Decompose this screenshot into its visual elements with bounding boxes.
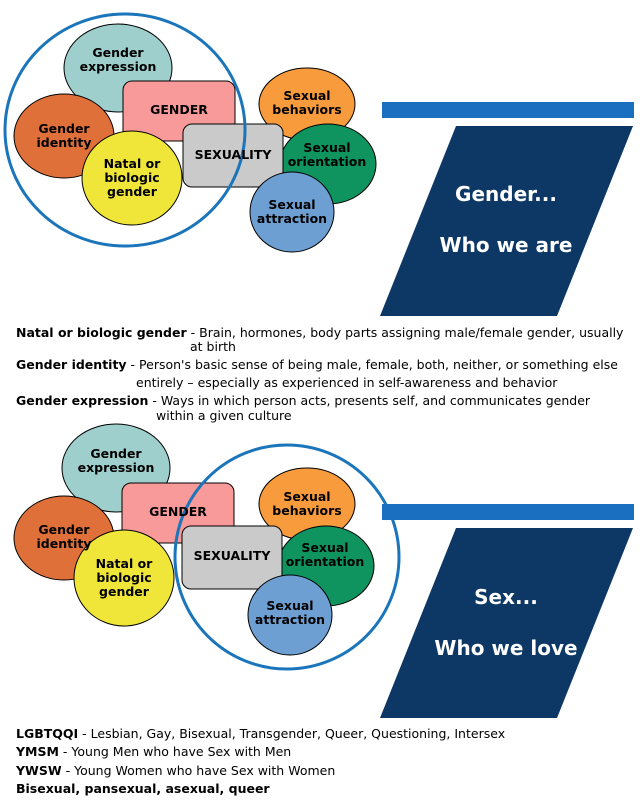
label-gender: GENDER [149,504,207,519]
definition-ymsm: YMSM - Young Men who have Sex with Men [16,744,291,759]
banner-line2: Who we love [434,636,578,660]
label-sexual-behaviors: Sexual behaviors [272,88,342,117]
definition-term: LGBTQQI [16,726,79,741]
banner-bar [382,504,634,520]
label-gender: GENDER [150,102,208,117]
definition-sep: - [148,393,161,408]
label-sexuality: SEXUALITY [194,147,272,162]
sexual-attraction-bubble [249,171,335,253]
label-sexual-attraction: Sexual attraction [254,598,326,627]
definition-term: Bisexual, pansexual, asexual, queer [16,781,270,796]
gender-diagram-shapes [3,12,634,316]
definition-natal-cont: at birth [190,339,236,354]
gender-diagram: Gender expression GENDER Gender identity N… [0,0,644,320]
definition-other-orientations: Bisexual, pansexual, asexual, queer [16,781,270,796]
label-gender-identity: Gender identity [36,121,92,150]
label-gender-expression: Gender expression [79,45,157,74]
definition-text: Person's basic sense of being male, fema… [139,357,618,372]
label-gender-identity: Gender identity [36,522,92,551]
label-sexual-behaviors: Sexual behaviors [272,489,342,518]
definition-expression: Gender expression - Ways in which person… [16,393,590,408]
definition-sep: - [61,763,75,778]
definition-identity: Gender identity - Person's basic sense o… [16,357,618,372]
definition-term: YWSW [16,763,62,778]
definition-term: Gender identity [16,357,127,372]
banner-parallelogram [380,126,633,316]
label-sexual-attraction: Sexual attraction [256,197,328,226]
sexual-attraction-bubble [247,574,333,656]
label-natal-gender: Natal or biologic gender [95,556,153,599]
label-sexual-orientation: Sexual orientation [287,140,367,169]
sexuality-box [181,525,283,590]
banner-line1: Sex... [474,585,538,609]
definition-sep: - [186,325,200,340]
definition-lgbtqqi: LGBTQQI - Lesbian, Gay, Bisexual, Transg… [16,726,505,741]
definition-expression-cont: within a given culture [156,408,292,423]
natal-gender-bubble [73,529,175,627]
sexuality-box [182,123,284,188]
label-natal-gender: Natal or biologic gender [103,156,161,199]
label-sexual-orientation: Sexual orientation [285,540,365,569]
definition-term: YMSM [16,744,59,759]
natal-gender-bubble [81,130,183,226]
definition-text: Young Men who have Sex with Men [71,744,292,759]
banner-parallelogram [380,528,633,718]
sexuality-diagram-shapes [13,423,634,718]
label-sexuality: SEXUALITY [193,548,271,563]
definition-sep: - [58,744,72,759]
definition-text: Brain, hormones, body parts assigning ma… [199,325,624,340]
definition-ywsw: YWSW - Young Women who have Sex with Wom… [16,763,335,778]
gender-ring [3,12,247,248]
definition-text: Young Women who have Sex with Women [74,763,336,778]
definition-text: Ways in which person acts, presents self… [160,393,591,408]
sexuality-diagram: Gender expression GENDER Gender identity N… [0,402,644,722]
banner-line2: Who we are [439,233,573,257]
definition-term: Natal or biologic gender [16,325,187,340]
definition-natal: Natal or biologic gender - Brain, hormon… [16,325,623,340]
label-gender-expression: Gender expression [77,446,155,475]
definition-text: Lesbian, Gay, Bisexual, Transgender, Que… [90,726,506,741]
sexuality-definitions: LGBTQQI - Lesbian, Gay, Bisexual, Transg… [16,726,636,806]
gender-definitions: Natal or biologic gender - Brain, hormon… [16,325,636,425]
definition-sep: - [126,357,140,372]
definition-sep: - [78,726,91,741]
sexuality-ring [173,443,401,671]
banner-bar [382,102,634,118]
banner-line1: Gender... [455,182,557,206]
definition-identity-cont: entirely – especially as experienced in … [136,375,558,390]
definition-term: Gender expression [16,393,149,408]
